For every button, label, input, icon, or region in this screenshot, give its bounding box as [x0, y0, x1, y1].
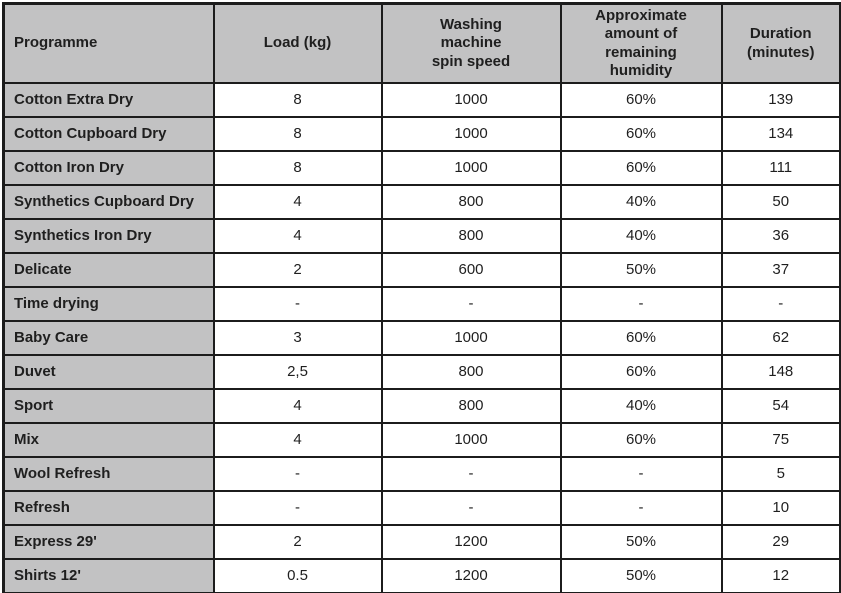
load-cell: 8 — [212, 150, 383, 187]
header-row: Programme Load (kg) Washing machine spin… — [2, 2, 841, 85]
humidity-cell: 60% — [559, 82, 723, 119]
spin-cell: 1000 — [380, 116, 562, 153]
humidity-cell: - — [559, 286, 723, 323]
load-cell: 4 — [212, 388, 383, 425]
table-row: Mix 4 1000 60% 75 — [2, 422, 841, 459]
humidity-cell: 50% — [559, 252, 723, 289]
load-cell: 4 — [212, 218, 383, 255]
table-row: Synthetics Cupboard Dry 4 800 40% 50 — [2, 184, 841, 221]
table-row: Delicate 2 600 50% 37 — [2, 252, 841, 289]
spin-cell: - — [380, 456, 562, 493]
load-cell: 4 — [212, 422, 383, 459]
table-row: Cotton Extra Dry 8 1000 60% 139 — [2, 82, 841, 119]
table-row: Express 29' 2 1200 50% 29 — [2, 524, 841, 561]
table-row: Time drying - - - - — [2, 286, 841, 323]
humidity-cell: 40% — [559, 184, 723, 221]
humidity-cell: 50% — [559, 524, 723, 561]
programme-cell: Wool Refresh — [2, 456, 215, 493]
programme-cell: Shirts 12' — [2, 558, 215, 593]
programme-cell: Cotton Cupboard Dry — [2, 116, 215, 153]
programme-cell: Duvet — [2, 354, 215, 391]
spin-cell: 1200 — [380, 524, 562, 561]
duration-cell: 36 — [720, 218, 841, 255]
load-cell: 0.5 — [212, 558, 383, 593]
header-programme: Programme — [2, 2, 215, 85]
humidity-cell: 60% — [559, 422, 723, 459]
table-row: Shirts 12' 0.5 1200 50% 12 — [2, 558, 841, 593]
table-body: Cotton Extra Dry 8 1000 60% 139 Cotton Cupboa… — [2, 82, 841, 593]
spin-cell: 800 — [380, 388, 562, 425]
table-row: Duvet 2,5 800 60% 148 — [2, 354, 841, 391]
duration-cell: 29 — [720, 524, 841, 561]
spin-cell: 800 — [380, 218, 562, 255]
duration-cell: 111 — [720, 150, 841, 187]
table-row: Cotton Cupboard Dry 8 1000 60% 134 — [2, 116, 841, 153]
duration-cell: 12 — [720, 558, 841, 593]
humidity-cell: 60% — [559, 320, 723, 357]
spin-cell: 800 — [380, 184, 562, 221]
spin-cell: 800 — [380, 354, 562, 391]
programme-cell: Mix — [2, 422, 215, 459]
spin-cell: 600 — [380, 252, 562, 289]
duration-cell: 50 — [720, 184, 841, 221]
duration-cell: - — [720, 286, 841, 323]
humidity-cell: 50% — [559, 558, 723, 593]
table-row: Refresh - - -10 — [2, 490, 841, 527]
humidity-cell: 60% — [559, 116, 723, 153]
table-row: Sport 4 800 40% 54 — [2, 388, 841, 425]
humidity-cell: - — [559, 456, 723, 493]
programme-cell: Refresh — [2, 490, 215, 527]
spin-cell: 1000 — [380, 150, 562, 187]
duration-cell: 62 — [720, 320, 841, 357]
humidity-cell: 60% — [559, 150, 723, 187]
spin-cell: 1000 — [380, 82, 562, 119]
duration-cell: 54 — [720, 388, 841, 425]
load-cell: 2 — [212, 524, 383, 561]
header-spin-speed: Washing machine spin speed — [380, 2, 562, 85]
table-row: Wool Refresh - - -5 — [2, 456, 841, 493]
programme-cell: Cotton Iron Dry — [2, 150, 215, 187]
table-row: Cotton Iron Dry 8 1000 60% 111 — [2, 150, 841, 187]
load-cell: - — [212, 456, 383, 493]
programme-cell: Express 29' — [2, 524, 215, 561]
humidity-cell: - — [559, 490, 723, 527]
load-cell: 8 — [212, 116, 383, 153]
humidity-cell: 40% — [559, 218, 723, 255]
duration-cell: 10 — [720, 490, 841, 527]
load-cell: 8 — [212, 82, 383, 119]
programme-cell: Cotton Extra Dry — [2, 82, 215, 119]
programme-cell: Synthetics Iron Dry — [2, 218, 215, 255]
programme-cell: Time drying — [2, 286, 215, 323]
duration-cell: 148 — [720, 354, 841, 391]
programme-cell: Delicate — [2, 252, 215, 289]
duration-cell: 75 — [720, 422, 841, 459]
spin-cell: - — [380, 286, 562, 323]
programme-cell: Synthetics Cupboard Dry — [2, 184, 215, 221]
spin-cell: - — [380, 490, 562, 527]
load-cell: 2,5 — [212, 354, 383, 391]
header-load: Load (kg) — [212, 2, 383, 85]
load-cell: - — [212, 490, 383, 527]
load-cell: 2 — [212, 252, 383, 289]
table-row: Baby Care 3 1000 60% 62 — [2, 320, 841, 357]
humidity-cell: 60% — [559, 354, 723, 391]
header-humidity: Approximate amount of remaining humidity — [559, 2, 723, 85]
duration-cell: 139 — [720, 82, 841, 119]
duration-cell: 37 — [720, 252, 841, 289]
programme-cell: Baby Care — [2, 320, 215, 357]
load-cell: - — [212, 286, 383, 323]
spin-cell: 1200 — [380, 558, 562, 593]
load-cell: 4 — [212, 184, 383, 221]
load-cell: 3 — [212, 320, 383, 357]
humidity-cell: 40% — [559, 388, 723, 425]
spin-cell: 1000 — [380, 320, 562, 357]
duration-cell: 134 — [720, 116, 841, 153]
header-duration: Duration (minutes) — [720, 2, 841, 85]
duration-cell: 5 — [720, 456, 841, 493]
programme-cell: Sport — [2, 388, 215, 425]
table-row: Synthetics Iron Dry 4 800 40% 36 — [2, 218, 841, 255]
spin-cell: 1000 — [380, 422, 562, 459]
